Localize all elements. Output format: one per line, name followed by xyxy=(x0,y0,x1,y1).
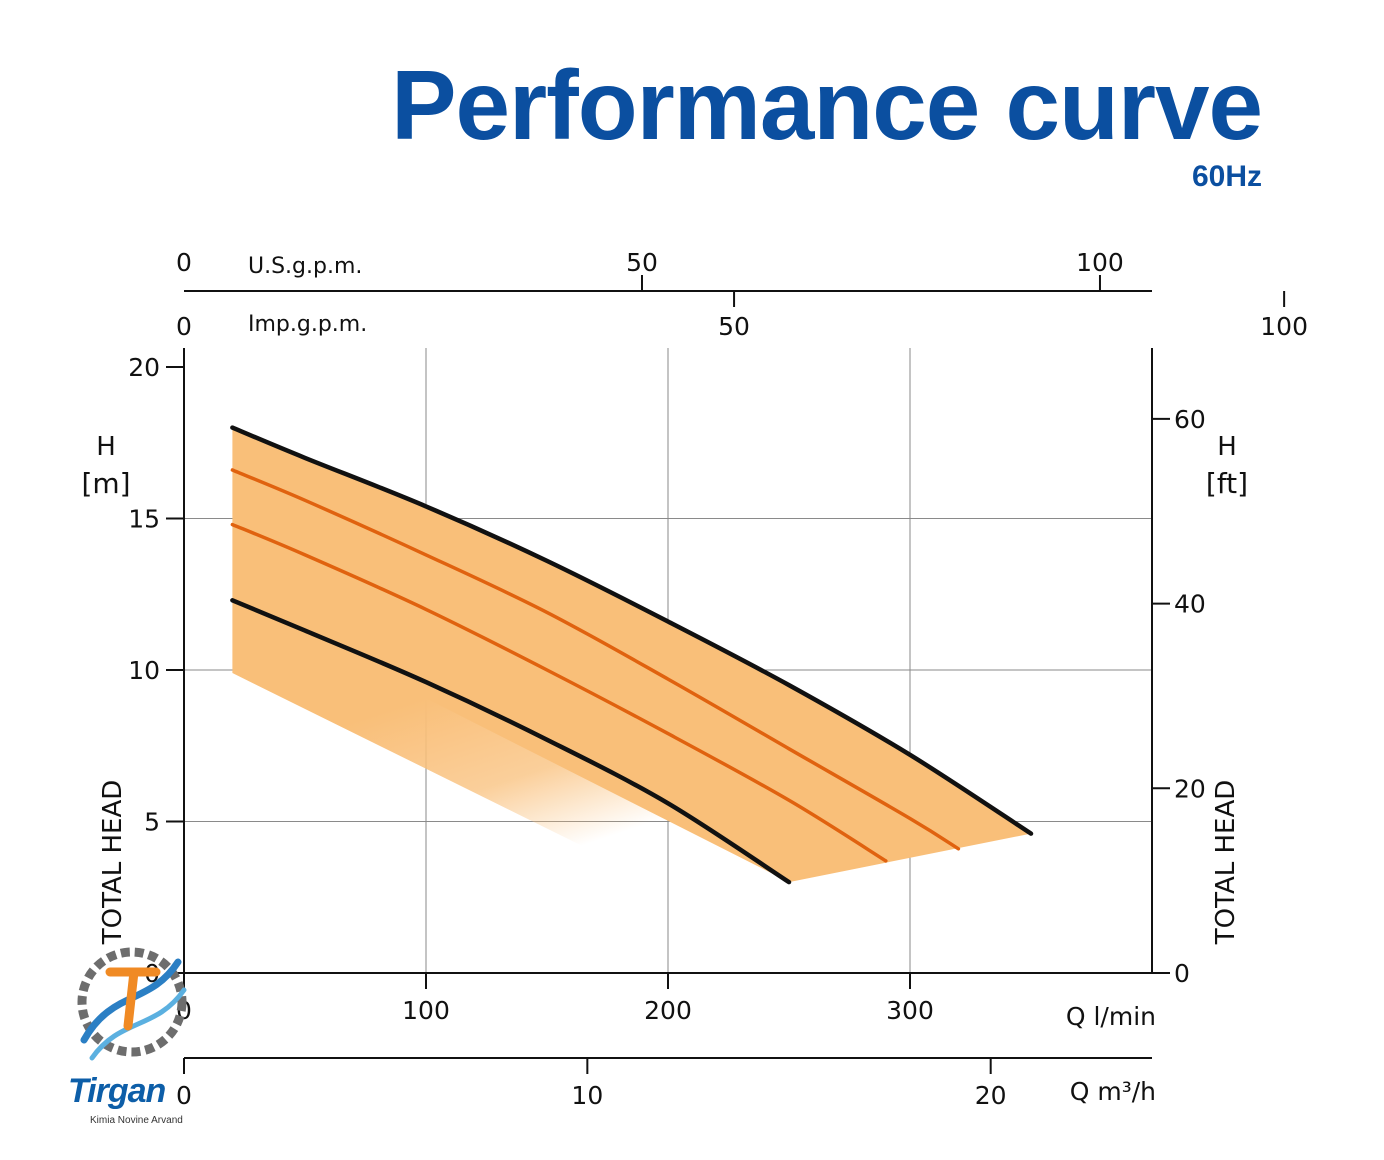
y-tick-label-m: 15 xyxy=(128,505,160,534)
x-tick-label-lpm: 300 xyxy=(886,996,934,1025)
x-tick-label-usgpm: 0 xyxy=(176,248,192,277)
x-tick-label-m3h: 20 xyxy=(975,1081,1007,1110)
y-axis-label-m-symbol: H xyxy=(96,432,116,462)
y-tick-label-m: 10 xyxy=(128,656,160,685)
logo-t-icon xyxy=(105,967,161,1031)
y-tick-label-ft: 0 xyxy=(1174,959,1190,988)
operating-band-fade xyxy=(232,600,789,901)
x-tick-label-impgpm: 0 xyxy=(176,312,192,341)
x-tick-label-m3h: 0 xyxy=(176,1081,192,1110)
x-axis-label-lpm: Q l/min xyxy=(1066,1002,1156,1031)
x-axis-label-m3h: Q m³/h xyxy=(1070,1077,1156,1106)
y-tick-label-ft: 60 xyxy=(1174,405,1206,434)
pump-curve-outer xyxy=(230,425,1034,836)
x-tick-label-usgpm: 50 xyxy=(626,248,658,277)
y-axis-title-right: TOTAL HEAD xyxy=(1211,780,1241,946)
frequency-label: 60Hz xyxy=(1191,160,1262,193)
y-tick-label-ft: 20 xyxy=(1174,774,1206,803)
y-tick-label-m: 5 xyxy=(144,808,160,837)
y-axis-label-ft-symbol: H xyxy=(1217,432,1237,462)
x-tick-label-lpm: 100 xyxy=(402,996,450,1025)
brand-tagline: Kimia Novine Arvand xyxy=(90,1115,183,1126)
x-tick-label-impgpm: 50 xyxy=(718,312,750,341)
pump-curve-inner xyxy=(230,522,888,863)
y-tick-label-m: 20 xyxy=(128,353,160,382)
logo-gear-icon xyxy=(77,947,187,1057)
page-title: Performance curve xyxy=(391,50,1263,160)
x-tick-label-usgpm: 100 xyxy=(1076,248,1124,277)
x-tick-label-impgpm: 100 xyxy=(1260,312,1308,341)
x-axis-label-usgpm: U.S.g.p.m. xyxy=(248,254,362,279)
pump-curve-inner xyxy=(230,468,961,851)
y-axis-title-left: TOTAL HEAD xyxy=(98,780,128,946)
logo-swoosh-icon xyxy=(89,987,187,1061)
y-axis-label-ft-unit: [ft] xyxy=(1206,467,1248,500)
operating-band xyxy=(232,427,1031,883)
x-tick-label-lpm: 200 xyxy=(644,996,692,1025)
brand-name: Tirgan xyxy=(68,1072,166,1110)
x-axis-label-impgpm: Imp.g.p.m. xyxy=(248,312,367,337)
company-logo xyxy=(77,947,187,1061)
y-tick-label-ft: 40 xyxy=(1174,590,1206,619)
y-axis-label-m-unit: [m] xyxy=(81,467,130,500)
pump-curve-outer xyxy=(230,598,792,885)
x-tick-label-m3h: 10 xyxy=(571,1081,603,1110)
